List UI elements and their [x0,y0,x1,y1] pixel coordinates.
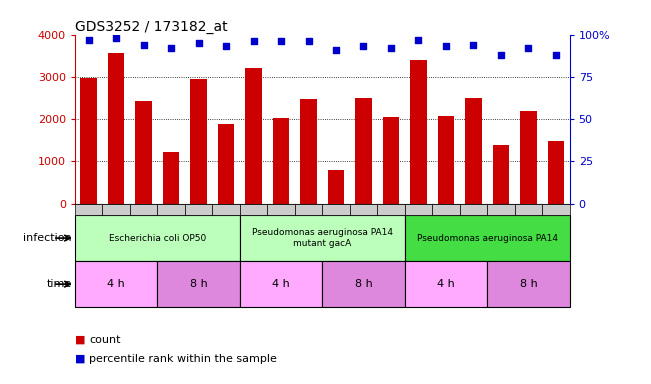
Bar [240,204,268,215]
Bar [322,204,350,215]
Bar [542,204,570,215]
Bar [487,261,570,307]
Point [468,41,478,48]
Point [83,36,94,43]
Bar [383,116,399,204]
Bar [300,99,317,204]
Text: 4 h: 4 h [107,279,125,289]
Bar [327,170,344,204]
Point [495,52,506,58]
Point [111,35,121,41]
Text: Pseudomonas aeruginosa PA14
mutant gacA: Pseudomonas aeruginosa PA14 mutant gacA [252,228,393,248]
Point [193,40,204,46]
Bar [465,98,482,204]
Point [551,52,561,58]
Bar [185,204,212,215]
Point [331,47,341,53]
Point [166,45,176,51]
Bar [350,204,377,215]
Bar [437,116,454,204]
Bar [75,204,102,215]
Bar [240,215,405,261]
Bar [212,204,240,215]
Text: ■: ■ [75,335,85,345]
Text: 4 h: 4 h [437,279,455,289]
Point [358,43,368,50]
Text: time: time [46,279,72,289]
Bar [547,141,564,204]
Bar [515,204,542,215]
Bar [80,78,97,204]
Text: 4 h: 4 h [272,279,290,289]
Bar [163,152,179,204]
Bar [190,79,207,204]
Text: 8 h: 8 h [355,279,372,289]
Text: count: count [89,335,120,345]
Text: GDS3252 / 173182_at: GDS3252 / 173182_at [75,20,227,33]
Bar [493,145,509,204]
Bar [75,215,240,261]
Bar [268,204,295,215]
Bar [158,261,240,307]
Bar [405,215,570,261]
Text: Pseudomonas aeruginosa PA14: Pseudomonas aeruginosa PA14 [417,233,558,243]
Point [413,36,424,43]
Bar [355,98,372,204]
Bar [405,261,487,307]
Bar [102,204,130,215]
Text: percentile rank within the sample: percentile rank within the sample [89,354,277,364]
Point [523,45,534,51]
Bar [410,60,426,204]
Text: ■: ■ [75,354,85,364]
Bar [432,204,460,215]
Bar [218,124,234,204]
Point [386,45,396,51]
Bar [75,261,158,307]
Bar [130,204,158,215]
Point [139,41,149,48]
Bar [135,101,152,204]
Bar [405,204,432,215]
Bar [377,204,405,215]
Point [276,38,286,45]
Text: 8 h: 8 h [189,279,208,289]
Point [303,38,314,45]
Bar [245,68,262,204]
Bar [273,118,289,204]
Bar [240,261,322,307]
Point [221,43,231,50]
Bar [158,204,185,215]
Bar [460,204,487,215]
Text: infection: infection [23,233,72,243]
Point [248,38,258,45]
Bar [295,204,322,215]
Point [441,43,451,50]
Bar [322,261,405,307]
Text: 8 h: 8 h [519,279,537,289]
Text: Escherichia coli OP50: Escherichia coli OP50 [109,233,206,243]
Bar [108,53,124,204]
Bar [520,111,536,204]
Bar [487,204,515,215]
